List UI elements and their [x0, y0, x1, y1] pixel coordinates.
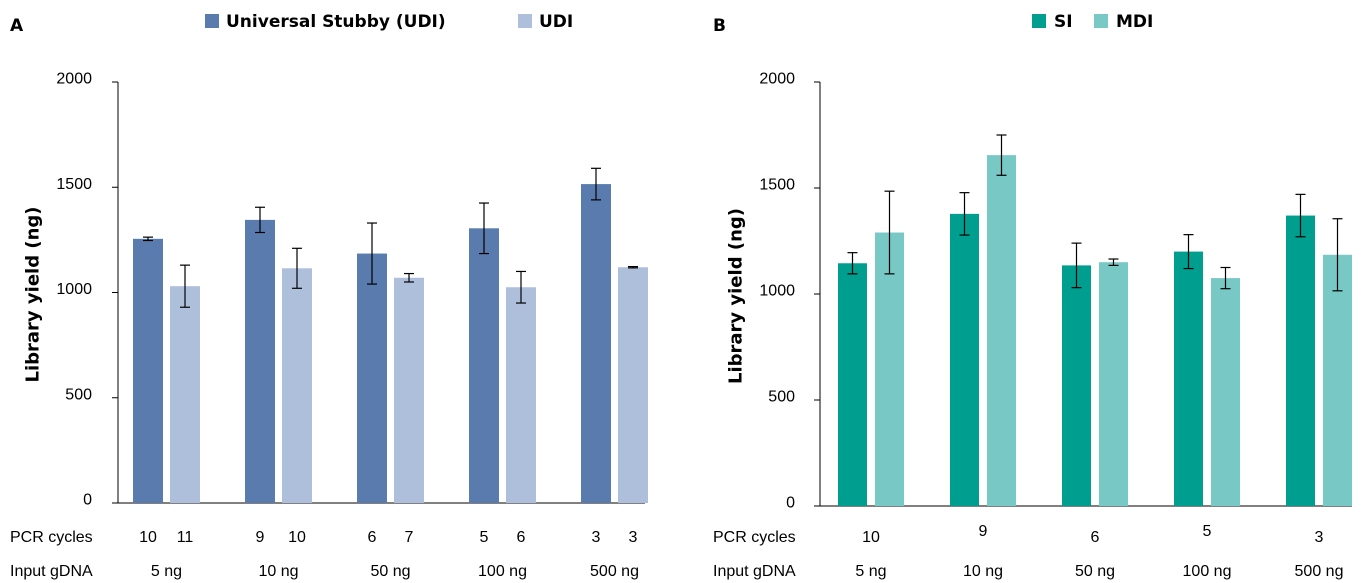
bar	[245, 219, 275, 503]
legend-swatch	[1094, 14, 1108, 28]
x-tick-label: 10 ng	[258, 563, 298, 580]
x-tick-label: 50 ng	[370, 563, 410, 580]
bar	[950, 213, 979, 506]
y-tick-label: 2000	[759, 71, 795, 88]
pcr-cycle-label: 11	[177, 529, 194, 546]
x-tick-label: 500 ng	[1295, 563, 1344, 580]
pcr-cycle-label: 10	[288, 529, 306, 546]
input-gdna-row-label: Input gDNA	[713, 563, 796, 580]
y-tick-label: 2000	[56, 71, 92, 88]
y-tick-label: 1500	[759, 177, 795, 194]
y-tick-label: 0	[83, 492, 92, 509]
bar	[282, 268, 312, 503]
y-tick-label: 1500	[56, 176, 92, 193]
pcr-cycle-label: 9	[979, 523, 988, 540]
x-tick-label: 5 ng	[855, 563, 886, 580]
bar	[875, 232, 904, 506]
pcr-cycle-label: 3	[1315, 529, 1324, 546]
legend-swatch	[1032, 14, 1046, 28]
y-tick-label: 1000	[759, 283, 795, 300]
panel-label: A	[10, 16, 24, 36]
pcr-cycle-label: 10	[862, 529, 880, 546]
panel-label: B	[713, 16, 726, 36]
bar	[618, 267, 648, 503]
chart-panel-b: B SI MDI Library yield (ng) 0 500 1000 1500 2000…	[713, 12, 1352, 580]
pcr-cycle-label: 7	[405, 529, 414, 546]
legend-entry: SI	[1054, 12, 1073, 32]
pcr-cycle-label: 6	[517, 529, 526, 546]
x-tick-label: 100 ng	[478, 563, 527, 580]
y-axis-label: Library yield (ng)	[22, 206, 43, 382]
bar	[987, 155, 1016, 506]
legend-swatch	[518, 14, 532, 28]
legend-entry: UDI	[539, 12, 573, 32]
x-tick-label: 10 ng	[963, 563, 1003, 580]
bar	[581, 184, 611, 503]
bar	[1211, 278, 1240, 506]
bar	[1174, 251, 1203, 506]
bar	[1062, 265, 1091, 506]
bar	[838, 263, 867, 506]
y-tick-label: 500	[65, 386, 92, 403]
pcr-cycle-label: 6	[368, 529, 377, 546]
legend-entry: Universal Stubby (UDI)	[226, 12, 446, 32]
bar	[1286, 215, 1315, 506]
y-axis-label: Library yield (ng)	[725, 208, 746, 384]
bar	[170, 286, 200, 503]
legend-entry: MDI	[1116, 12, 1153, 32]
pcr-cycle-label: 5	[480, 529, 489, 546]
bar	[469, 228, 499, 504]
x-tick-label: 5 ng	[151, 563, 182, 580]
pcr-cycle-label: 6	[1091, 529, 1100, 546]
bar	[394, 277, 424, 503]
x-tick-label: 50 ng	[1075, 563, 1115, 580]
y-tick-label: 1000	[56, 281, 92, 298]
pcr-cycle-label: 3	[592, 529, 601, 546]
input-gdna-row-label: Input gDNA	[10, 563, 93, 580]
x-tick-label: 100 ng	[1183, 563, 1232, 580]
legend-swatch	[205, 14, 219, 28]
pcr-cycles-row-label: PCR cycles	[10, 529, 93, 546]
pcr-cycle-label: 3	[629, 529, 638, 546]
bar	[1323, 254, 1352, 506]
chart-panel-a: A Universal Stubby (UDI) UDI Library yield …	[10, 12, 648, 580]
pcr-cycles-row-label: PCR cycles	[713, 529, 796, 546]
bar	[506, 287, 536, 503]
pcr-cycle-label: 10	[139, 529, 157, 546]
y-tick-label: 500	[768, 389, 795, 406]
y-tick-label: 0	[786, 495, 795, 512]
pcr-cycle-label: 9	[256, 529, 265, 546]
x-tick-label: 500 ng	[590, 563, 639, 580]
bar	[133, 238, 163, 503]
bar	[1099, 262, 1128, 506]
pcr-cycle-label: 5	[1203, 523, 1212, 540]
bar	[357, 253, 387, 503]
